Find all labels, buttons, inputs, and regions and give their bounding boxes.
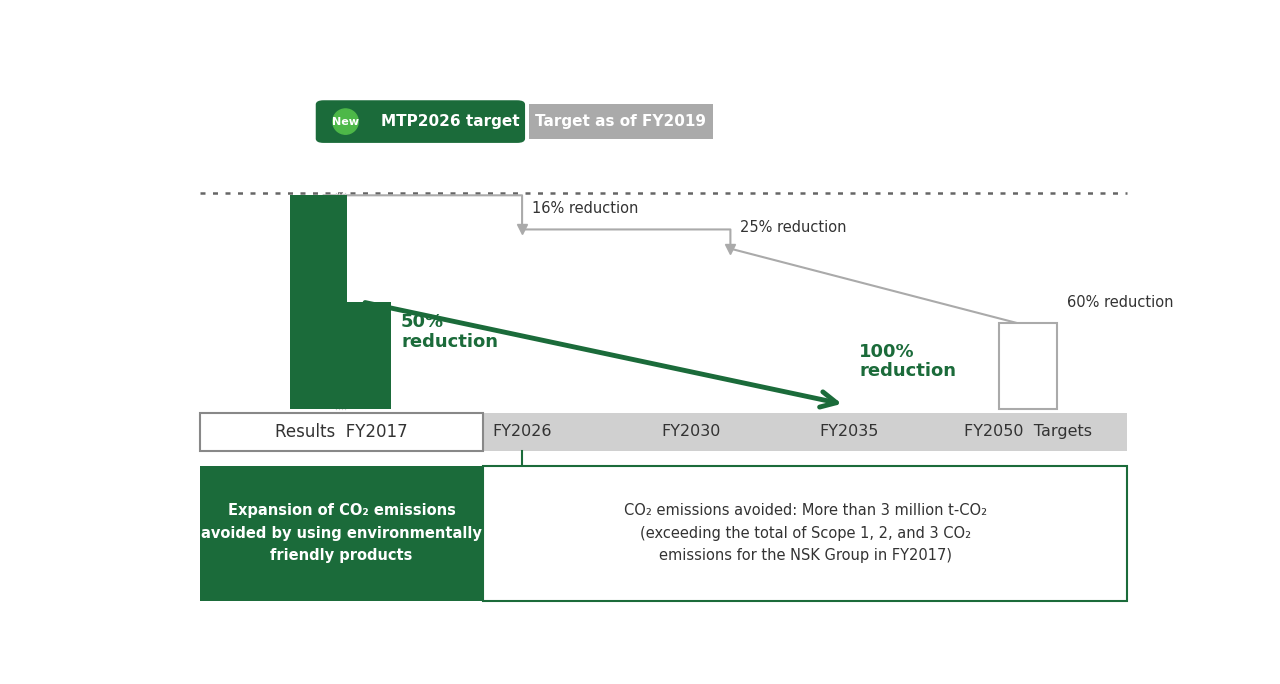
Text: 50%
reduction: 50% reduction bbox=[401, 313, 498, 352]
FancyBboxPatch shape bbox=[316, 101, 525, 143]
Text: CO₂ emissions avoided: More than 3 million t-CO₂
(exceeding the total of Scope 1: CO₂ emissions avoided: More than 3 milli… bbox=[623, 503, 987, 563]
Bar bbox=[529, 105, 713, 139]
Text: Target as of FY2019: Target as of FY2019 bbox=[535, 114, 707, 129]
Bar bbox=[200, 413, 484, 451]
Text: 100%
reduction: 100% reduction bbox=[859, 343, 956, 380]
Bar bbox=[484, 466, 1128, 601]
Bar bbox=[1000, 324, 1057, 408]
Bar bbox=[484, 413, 1128, 451]
Ellipse shape bbox=[333, 109, 358, 134]
Text: FY2035: FY2035 bbox=[819, 424, 879, 439]
Text: FY2026: FY2026 bbox=[493, 424, 552, 439]
Text: New: New bbox=[332, 116, 358, 127]
Bar bbox=[291, 196, 347, 408]
Text: Results  FY2017: Results FY2017 bbox=[275, 423, 408, 440]
Text: 16% reduction: 16% reduction bbox=[532, 201, 639, 216]
Text: MTP2026 target: MTP2026 target bbox=[381, 114, 520, 129]
Bar bbox=[334, 302, 392, 408]
Text: 25% reduction: 25% reduction bbox=[740, 220, 847, 235]
Text: FY2050  Targets: FY2050 Targets bbox=[964, 424, 1092, 439]
Text: 60% reduction: 60% reduction bbox=[1066, 295, 1174, 310]
Text: Expansion of CO₂ emissions
avoided by using environmentally
friendly products: Expansion of CO₂ emissions avoided by us… bbox=[201, 503, 483, 563]
Bar bbox=[200, 466, 484, 601]
Text: FY2030: FY2030 bbox=[660, 424, 721, 439]
